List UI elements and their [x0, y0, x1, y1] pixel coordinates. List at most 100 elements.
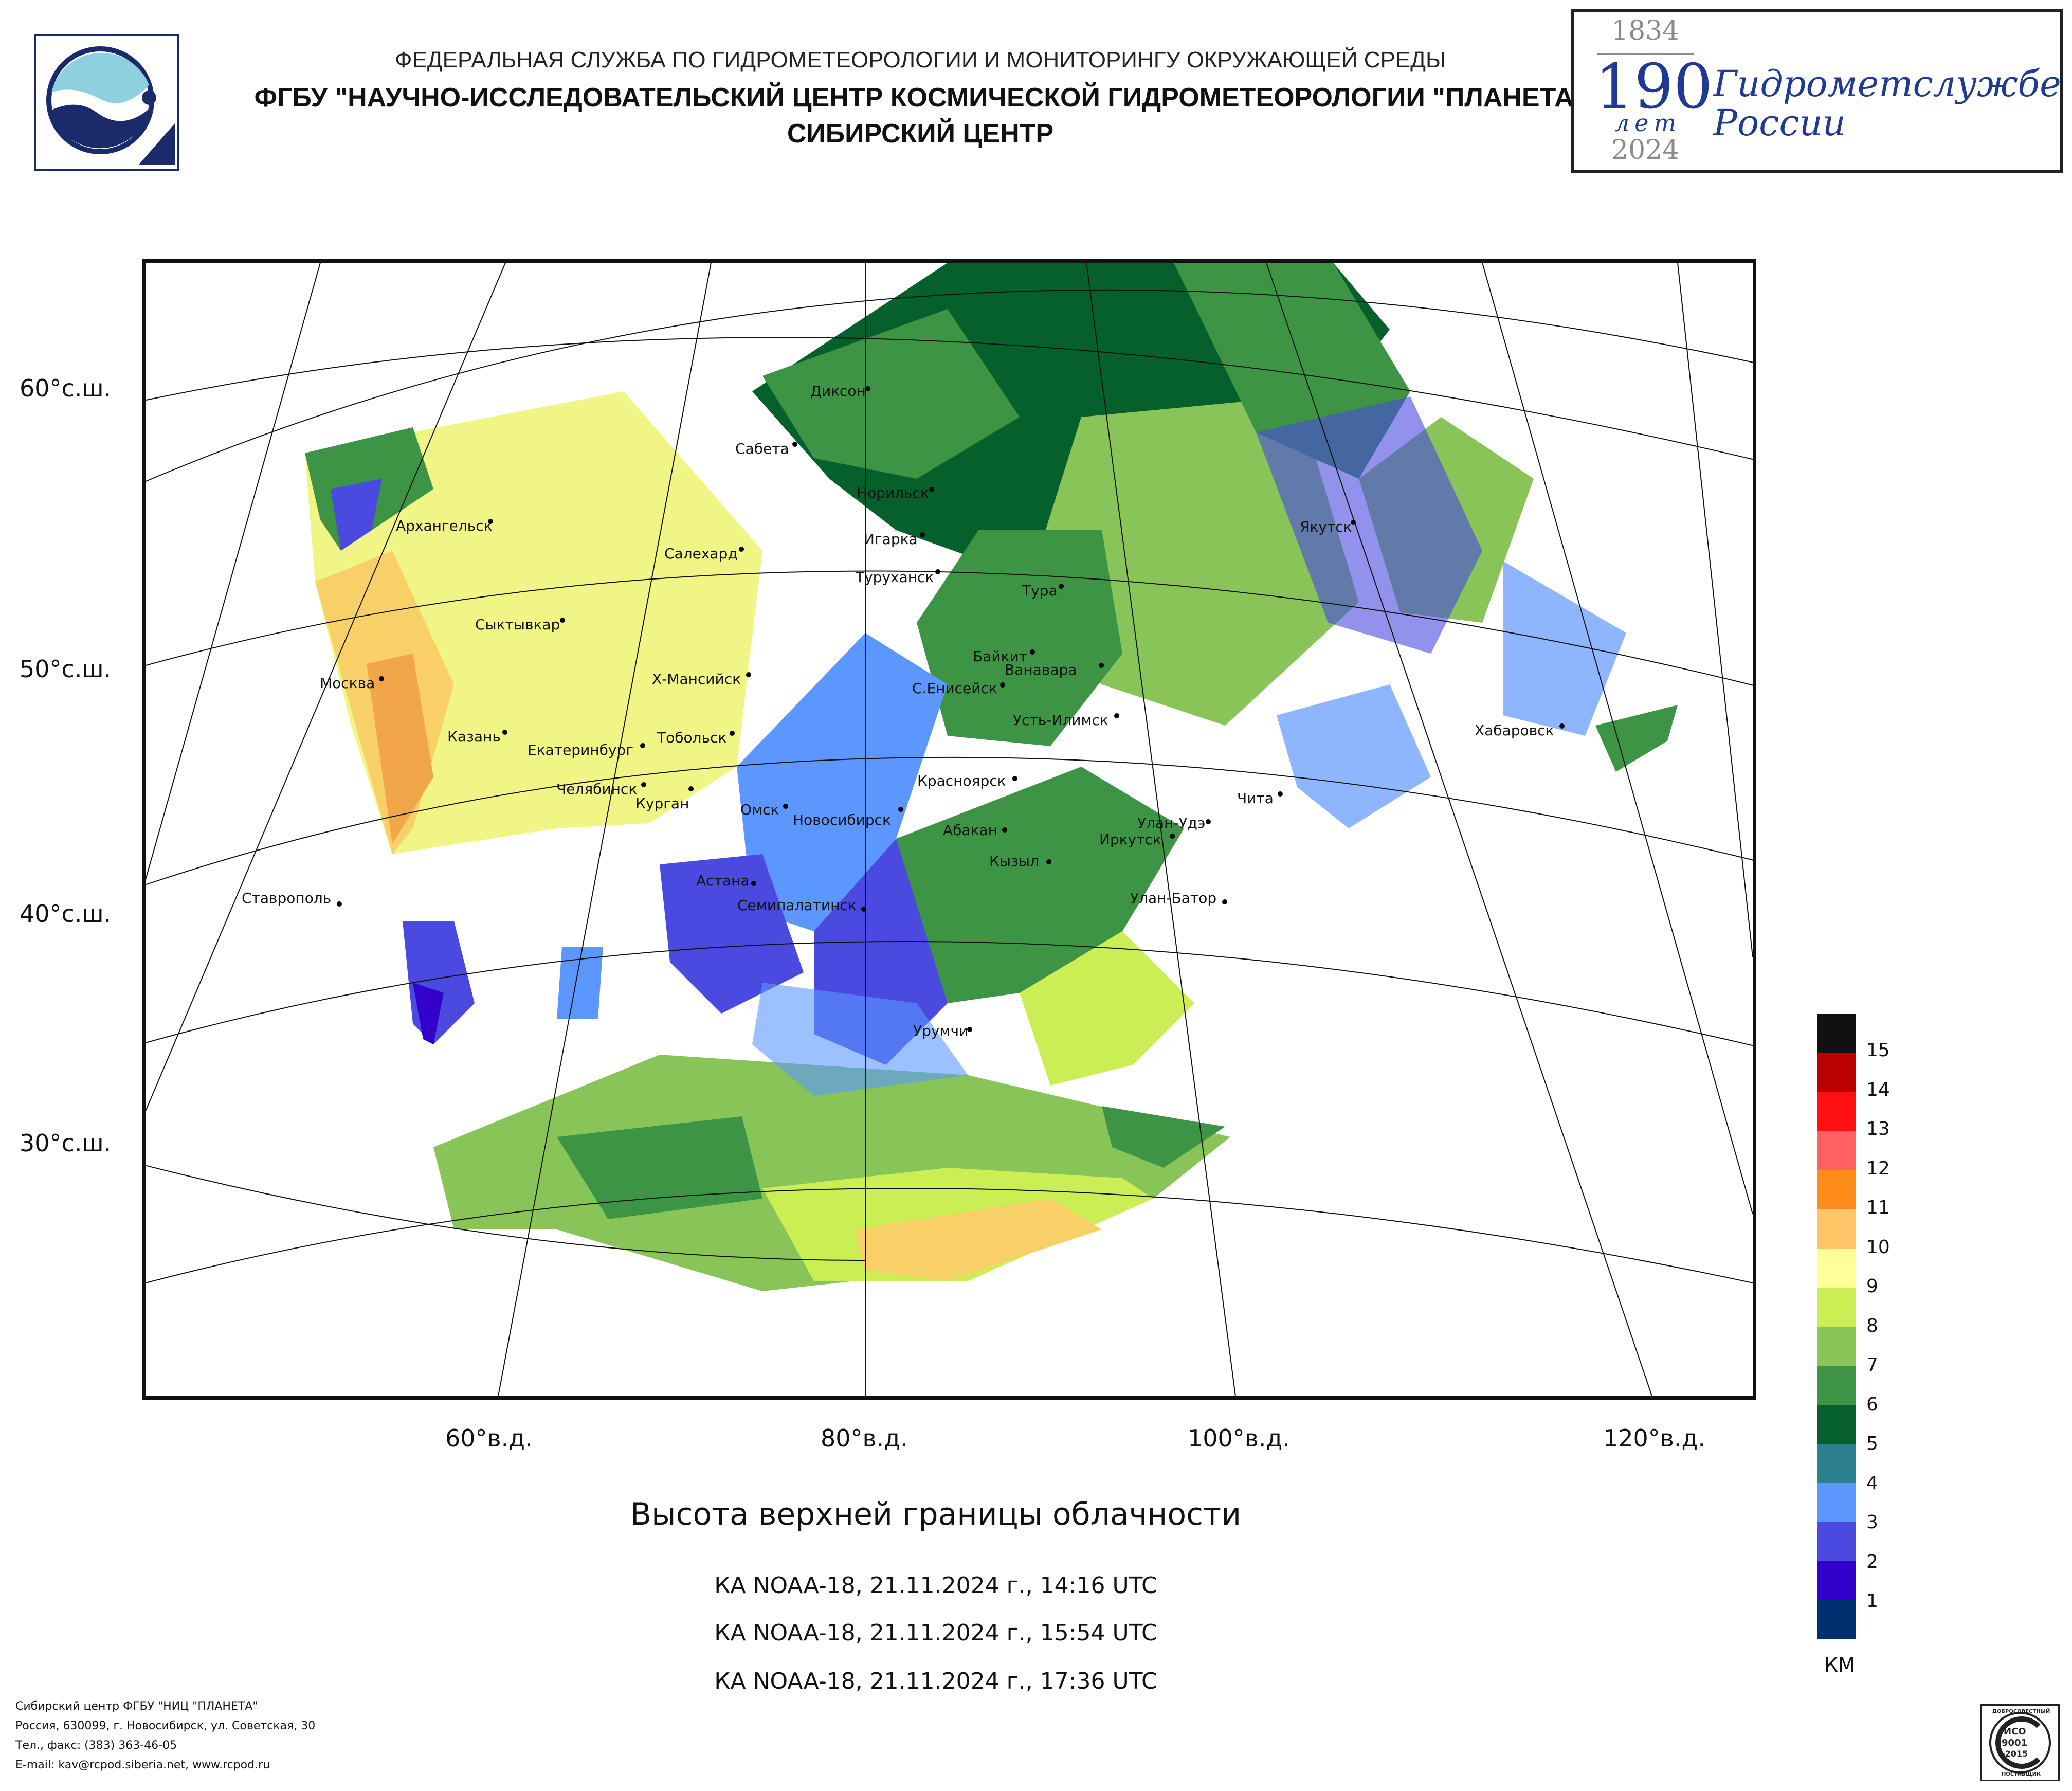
city-label: Иркутск	[1099, 831, 1161, 848]
city-marker	[502, 730, 507, 735]
city-marker	[337, 901, 342, 907]
city-marker	[1030, 649, 1035, 655]
city-label: Усть-Илимск	[1013, 712, 1108, 729]
city-label: Омск	[740, 801, 779, 818]
legend-swatch	[1817, 1327, 1856, 1366]
city-label: Семипалатинск	[737, 897, 857, 914]
city-marker	[688, 786, 694, 791]
legend-swatch	[1817, 1522, 1856, 1561]
iso-bottom-text: ПОСТАВЩИК	[2002, 1771, 2041, 1777]
city-marker	[935, 569, 940, 574]
footer-line-4: E-mail: kav@rcpod.siberia.net, www.rcpod…	[15, 1759, 270, 1771]
city-label: Казань	[447, 728, 501, 745]
city-marker	[1000, 682, 1005, 688]
iso-code-2: 9001	[2002, 1738, 2028, 1748]
city-label: Байкит	[973, 648, 1027, 665]
iso-badge-icon	[1989, 1712, 2051, 1774]
legend-swatch	[1817, 1249, 1856, 1288]
legend-label: 10	[1866, 1236, 1890, 1258]
legend-swatch	[1817, 1444, 1856, 1483]
footer-line-3: Тел., факс: (383) 363-46-05	[15, 1739, 177, 1752]
city-label: Якутск	[1300, 518, 1352, 535]
city-label: Новосибирск	[793, 811, 891, 828]
graticule	[146, 263, 1753, 1396]
city-marker	[379, 676, 384, 681]
anniversary-divider	[1597, 53, 1694, 55]
pass-2: КА NOAA-18, 21.11.2024 г., 15:54 UTC	[714, 1620, 1157, 1646]
header-center: СИБИРСКИЙ ЦЕНТР	[787, 119, 1054, 149]
city-marker	[560, 618, 565, 623]
legend-label: 7	[1866, 1354, 1878, 1376]
pass-1: КА NOAA-18, 21.11.2024 г., 14:16 UTC	[714, 1572, 1157, 1599]
legend-label: 12	[1866, 1157, 1890, 1179]
legend-swatch	[1817, 1209, 1856, 1249]
iso-code-1: ИСО	[2004, 1726, 2026, 1737]
legend-unit: КМ	[1824, 1654, 1855, 1676]
legend-swatch	[1817, 1131, 1856, 1170]
planeta-logo-icon	[46, 46, 175, 165]
city-marker	[641, 782, 646, 787]
legend-label: 15	[1866, 1040, 1890, 1061]
city-marker	[739, 547, 744, 552]
lon-label-60: 60°в.д.	[445, 1424, 533, 1452]
city-marker	[783, 804, 788, 809]
city-label: С.Енисейск	[912, 680, 997, 697]
anniversary-year-start: 1834	[1611, 15, 1680, 46]
legend-swatch	[1817, 1366, 1856, 1405]
lat-label-50: 50°с.ш.	[20, 655, 112, 683]
legend-label: 14	[1866, 1079, 1890, 1100]
footer-line-1: Сибирский центр ФГБУ "НИЦ "ПЛАНЕТА"	[15, 1700, 258, 1713]
anniversary-number: 190	[1595, 51, 1713, 123]
city-label: Екатеринбург	[528, 741, 633, 758]
city-marker	[640, 743, 645, 748]
legend-swatch	[1817, 1053, 1856, 1092]
city-label: Москва	[320, 675, 375, 692]
header-agency: ФЕДЕРАЛЬНАЯ СЛУЖБА ПО ГИДРОМЕТЕОРОЛОГИИ …	[395, 47, 1446, 73]
city-label: Архангельск	[396, 517, 493, 534]
anniversary-text-1: Гидрометслужбе	[1713, 63, 2061, 105]
legend-swatch	[1817, 1405, 1856, 1444]
city-label: Улан-Удэ	[1137, 815, 1206, 831]
city-label: Ставрополь	[242, 890, 332, 907]
city-label: Ванавара	[1005, 661, 1077, 678]
lon-label-80: 80°в.д.	[821, 1424, 908, 1452]
city-label: Улан-Батор	[1130, 890, 1217, 907]
footer-line-2: Россия, 630099, г. Новосибирск, ул. Сове…	[15, 1720, 316, 1732]
lat-label-60: 60°с.ш.	[20, 374, 112, 402]
header-institute: ФГБУ "НАУЧНО-ИССЛЕДОВАТЕЛЬСКИЙ ЦЕНТР КОС…	[254, 83, 1587, 113]
map-title: Высота верхней границы облачности	[630, 1496, 1242, 1532]
city-marker	[1012, 776, 1017, 781]
city-label: Сабета	[735, 440, 789, 457]
city-label: Норильск	[857, 484, 929, 501]
city-marker	[1114, 713, 1119, 718]
legend-label: 3	[1866, 1512, 1878, 1533]
anniversary-badge: 1834 190 лет 2024 Гидрометслужбе России	[1571, 9, 2063, 173]
cloud-swath	[305, 263, 1678, 1355]
legend-swatch	[1817, 1561, 1856, 1600]
city-marker	[1278, 791, 1283, 797]
city-marker	[746, 672, 751, 677]
city-label: Кызыл	[989, 853, 1039, 870]
legend-swatch	[1817, 1483, 1856, 1522]
pass-3: КА NOAA-18, 21.11.2024 г., 17:36 UTC	[714, 1668, 1157, 1694]
lat-label-30: 30°с.ш.	[20, 1129, 112, 1157]
city-marker	[751, 881, 756, 886]
city-marker	[1059, 584, 1064, 589]
anniversary-text-2: России	[1713, 102, 1846, 144]
city-marker	[861, 907, 866, 912]
legend-label: 13	[1866, 1118, 1890, 1139]
anniversary-unit: лет	[1614, 109, 1682, 137]
city-marker	[1222, 899, 1227, 904]
iso-badge: ДОБРОСОВЕСТНЫЙ ИСО 9001 -2015 ПОСТАВЩИК	[1980, 1704, 2060, 1781]
legend-swatch	[1817, 1092, 1856, 1131]
city-label: Хабаровск	[1475, 722, 1554, 739]
legend-label: 2	[1866, 1551, 1878, 1572]
city-marker	[920, 532, 925, 537]
city-label: Салехард	[664, 545, 738, 562]
city-marker	[1046, 859, 1051, 864]
city-marker	[1351, 520, 1356, 525]
planeta-logo	[34, 34, 179, 171]
legend-label: 8	[1866, 1315, 1878, 1336]
legend-label: 6	[1866, 1394, 1878, 1415]
anniversary-year-end: 2024	[1611, 135, 1680, 166]
